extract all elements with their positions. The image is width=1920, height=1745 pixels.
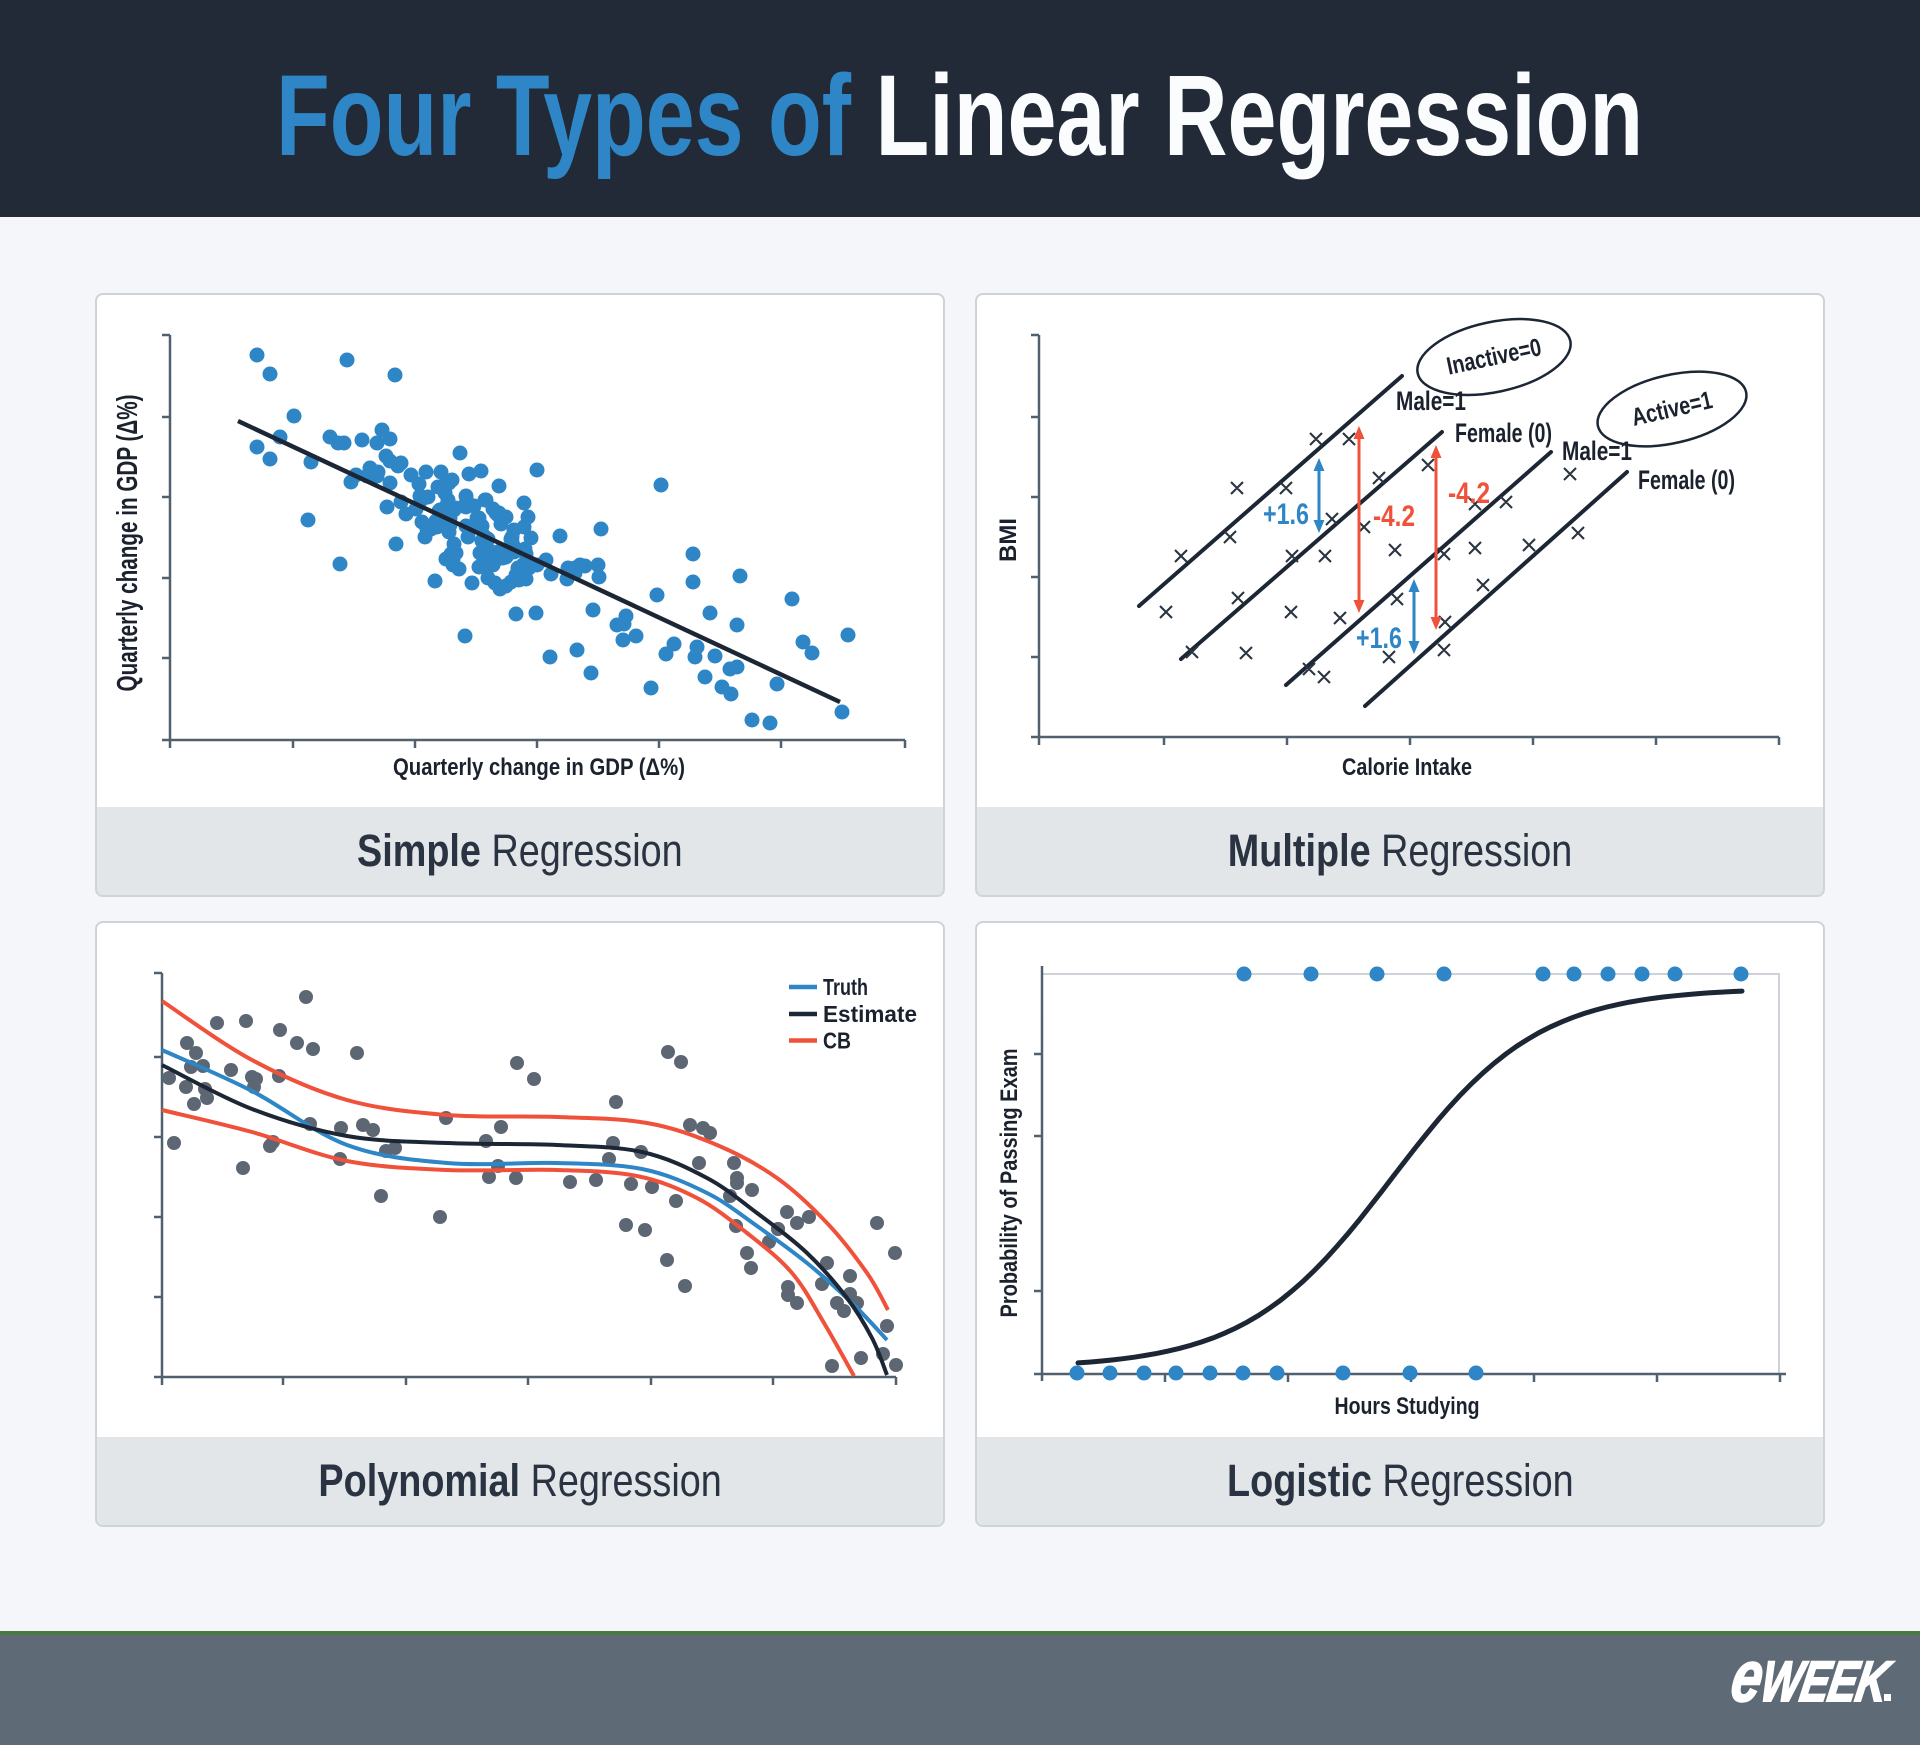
svg-text:Truth: Truth xyxy=(823,974,868,1000)
svg-text:-4.2: -4.2 xyxy=(1448,477,1490,510)
svg-text:Hours Studying: Hours Studying xyxy=(1335,1393,1480,1420)
svg-text:-4.2: -4.2 xyxy=(1373,500,1415,533)
svg-text:Probability of Passing Exam: Probability of Passing Exam xyxy=(996,1049,1023,1318)
svg-text:Estimate: Estimate xyxy=(823,1001,917,1027)
svg-text:Male=1: Male=1 xyxy=(1396,386,1466,416)
svg-text:CB: CB xyxy=(823,1028,851,1054)
svg-text:Male=1: Male=1 xyxy=(1562,436,1632,466)
svg-text:Female (0): Female (0) xyxy=(1638,465,1735,495)
svg-text:Quarterly change in GDP (Δ%): Quarterly change in GDP (Δ%) xyxy=(393,754,685,781)
svg-text:Quarterly change in GDP (Δ%): Quarterly change in GDP (Δ%) xyxy=(112,395,144,692)
svg-text:BMI: BMI xyxy=(995,518,1022,562)
svg-text:Female (0): Female (0) xyxy=(1455,418,1552,448)
svg-text:+1.6: +1.6 xyxy=(1356,622,1402,655)
svg-text:Calorie Intake: Calorie Intake xyxy=(1342,754,1472,781)
svg-text:+1.6: +1.6 xyxy=(1263,498,1309,531)
